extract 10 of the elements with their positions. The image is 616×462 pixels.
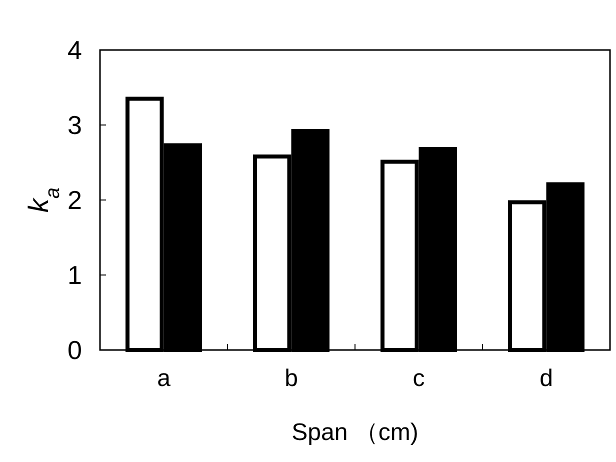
x-tick-label: c [412,365,425,392]
y-tick-label: 4 [68,35,82,66]
y-tick-label: 1 [68,260,82,290]
y-tick-label: 0 [68,335,82,366]
y-tick-label: 3 [68,110,82,140]
y-tick-label: 2 [68,185,82,216]
x-tick-label: a [157,365,172,392]
x-axis-title: Span （cm) [292,419,418,446]
x-tick-label: d [540,365,553,392]
x-tick-label: b [284,365,298,392]
